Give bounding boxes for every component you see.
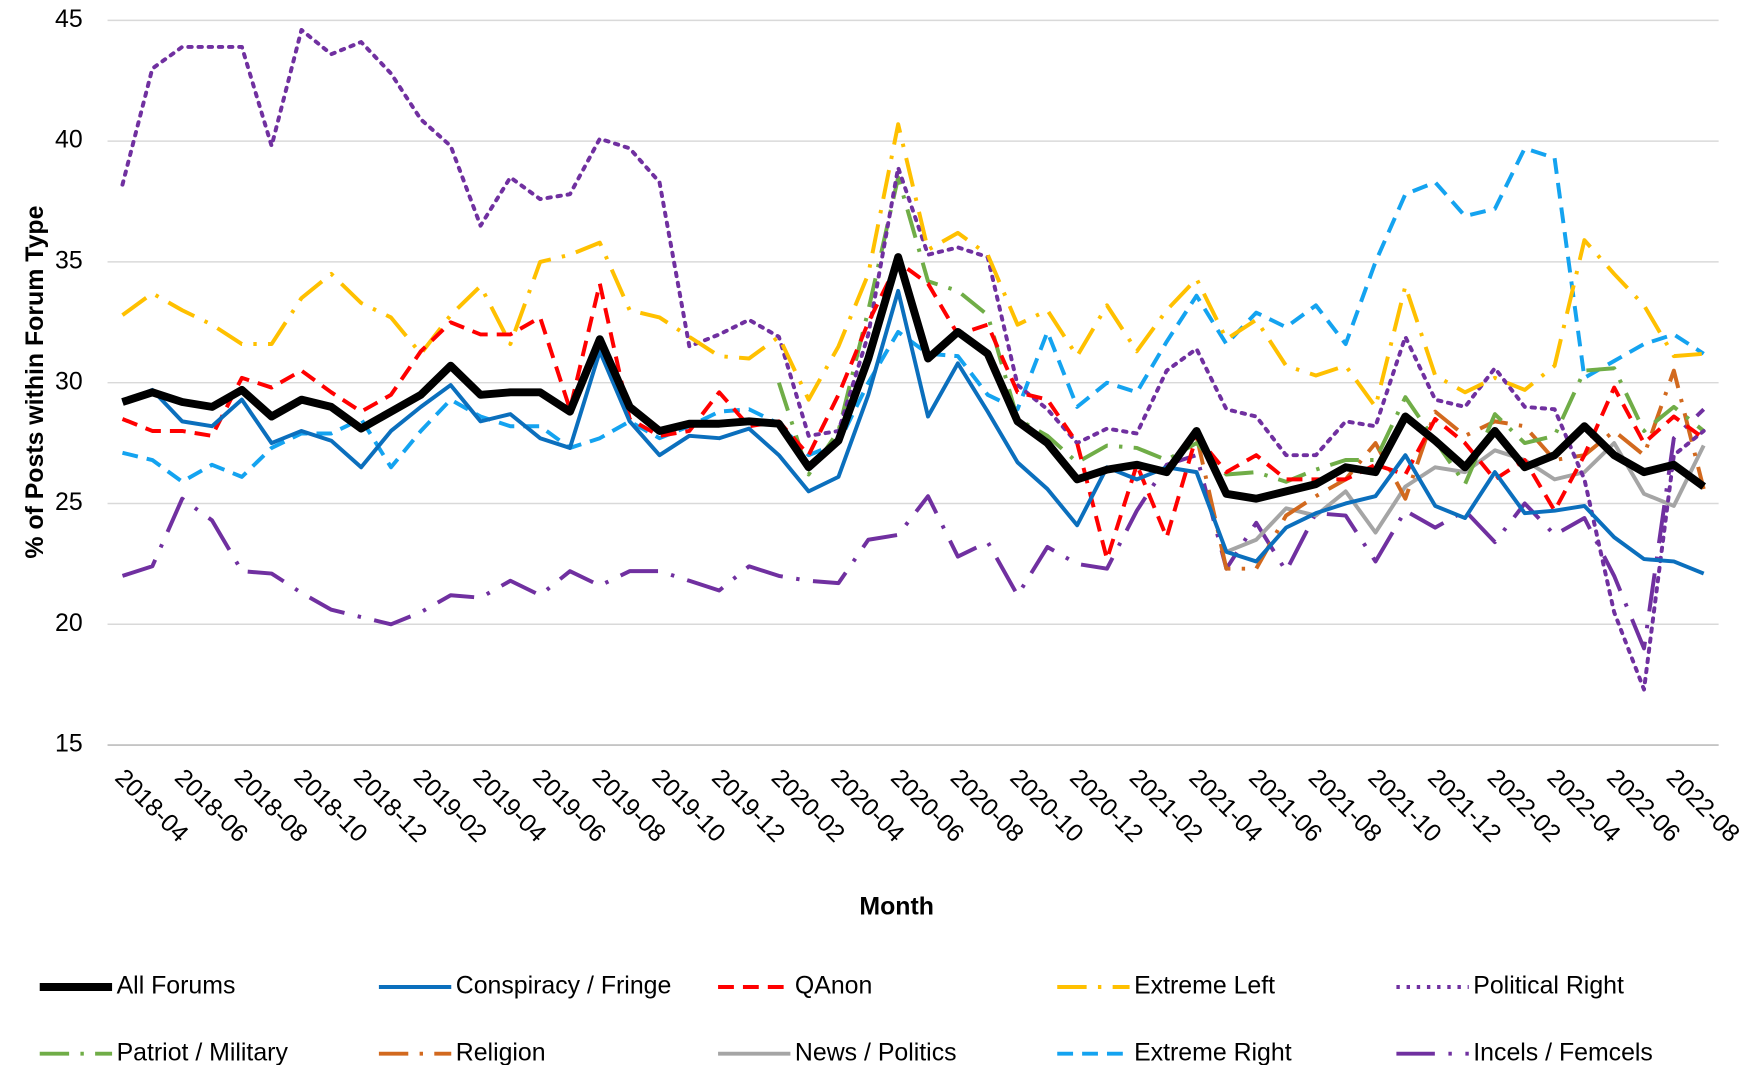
series-line — [121, 407, 1706, 651]
legend-label: Political Right — [1473, 972, 1624, 1000]
y-tick-label: 20 — [55, 609, 83, 637]
legend-label: All Forums — [117, 972, 236, 1000]
series-line — [120, 27, 1706, 692]
series-line — [1194, 368, 1706, 571]
legend-label: Conspiracy / Fringe — [456, 972, 672, 1000]
legend-label: Incels / Femcels — [1473, 1038, 1653, 1065]
y-tick-label: 40 — [55, 126, 83, 154]
y-axis-title: % of Posts within Forum Type — [21, 206, 49, 559]
legend-label: Extreme Left — [1134, 972, 1275, 1000]
legend-label: Extreme Right — [1134, 1038, 1292, 1065]
legend-label: News / Politics — [795, 1038, 957, 1065]
y-tick-label: 25 — [55, 488, 83, 516]
series-line — [121, 288, 1705, 576]
series-line — [122, 146, 1705, 484]
series-line — [121, 259, 1705, 562]
y-tick-label: 35 — [55, 246, 83, 274]
x-axis-title: Month — [859, 892, 934, 920]
y-tick-label: 30 — [55, 367, 83, 395]
legend-label: Religion — [456, 1038, 546, 1065]
y-tick-label: 15 — [55, 730, 83, 758]
series-line — [121, 253, 1707, 503]
y-tick-label: 45 — [55, 5, 83, 33]
legend-label: Patriot / Military — [117, 1038, 289, 1065]
legend-label: QAnon — [795, 972, 872, 1000]
series-line — [777, 175, 1705, 487]
